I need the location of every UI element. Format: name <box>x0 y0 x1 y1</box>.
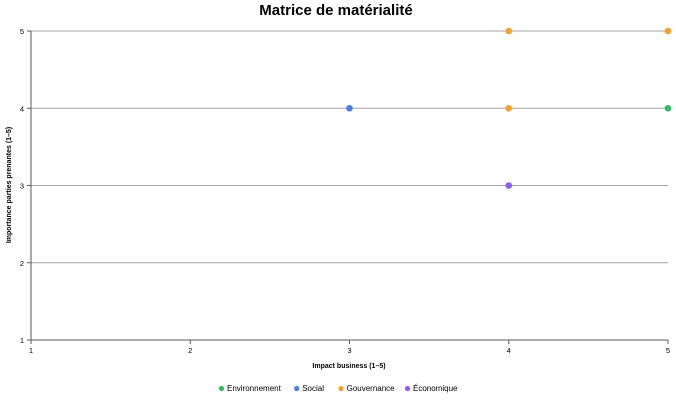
legend-label-3: Économique <box>413 384 458 393</box>
x-tick-label-1: 1 <box>29 346 33 355</box>
data-points <box>346 27 672 189</box>
legend-marker-0 <box>218 385 225 392</box>
y-axis-title: Importance parties prenantes (1–5) <box>6 127 13 243</box>
chart-title: Matrice de matérialité <box>259 2 412 19</box>
point-1-0 <box>346 104 353 112</box>
y-tick-label-2: 2 <box>20 259 24 268</box>
legend-label-0: Environnement <box>227 384 282 393</box>
y-tick-label-1: 1 <box>20 336 24 345</box>
point-0-0 <box>664 104 672 112</box>
x-axis-title: Impact business (1–5) <box>312 363 385 370</box>
legend-label-2: Gouvernance <box>347 384 396 393</box>
legend-item-0: Environnement <box>218 384 282 393</box>
x-tick-label-4: 4 <box>507 346 511 355</box>
y-tick-label-3: 3 <box>20 182 24 191</box>
tick-labels: 1 2 3 4 5 1 2 3 4 5 <box>20 27 670 355</box>
point-2-2 <box>505 104 513 112</box>
legend-label-1: Social <box>302 384 324 393</box>
legend-item-2: Gouvernance <box>338 384 396 393</box>
x-tick-label-3: 3 <box>347 346 351 355</box>
legend-marker-2 <box>338 385 344 392</box>
legend-item-1: Social <box>294 384 324 393</box>
point-2-0 <box>505 27 513 35</box>
gridlines <box>31 30 668 264</box>
legend-marker-1 <box>294 385 300 392</box>
legend-item-3: Économique <box>404 384 458 393</box>
y-tick-label-4: 4 <box>20 104 24 113</box>
point-3-0 <box>505 182 513 189</box>
legend-marker-3 <box>404 385 411 392</box>
legend: Environnement Social Gouvernance Économique <box>218 384 458 393</box>
x-tick-label-2: 2 <box>188 346 192 355</box>
point-2-1 <box>664 27 672 35</box>
axes <box>27 30 669 344</box>
y-tick-label-5: 5 <box>20 27 24 36</box>
x-tick-label-5: 5 <box>666 346 670 355</box>
